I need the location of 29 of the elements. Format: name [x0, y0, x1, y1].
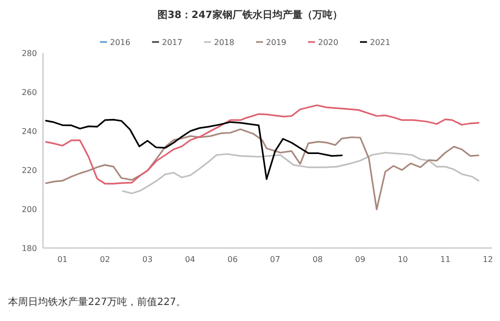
text: 本周日均铁水产量227万吨，前值227。 [8, 296, 186, 308]
x-tick-label: 04 [184, 255, 196, 264]
x-tick-label: 10 [398, 255, 408, 264]
y-tick-label: 260 [22, 88, 37, 97]
line-series [45, 128, 480, 210]
legend-label: 2021 [370, 38, 390, 47]
x-tick-label: 12 [482, 255, 493, 264]
legend-label: 2017 [162, 38, 182, 47]
y-tick-label: 180 [22, 244, 37, 253]
x-tick-label: 09 [355, 255, 366, 264]
legend-label: 2019 [266, 38, 286, 47]
line-series [45, 118, 343, 180]
x-tick-label: 06 [228, 255, 238, 264]
x-tick-label: 11 [440, 255, 450, 264]
x-tick-label: 07 [270, 255, 280, 264]
legend-label: 2018 [214, 38, 234, 47]
y-tick-label: 200 [22, 205, 37, 214]
legend-label: 2016 [110, 38, 130, 47]
line-series [122, 152, 480, 194]
y-tick-label: 240 [22, 127, 37, 136]
y-tick-label: 280 [22, 49, 37, 58]
chart-title: 图38：247家钢厂铁水日均产量（万吨） [158, 9, 342, 21]
x-tick-label: 08 [312, 255, 323, 264]
line-series [45, 104, 480, 184]
x-tick-label: 02 [100, 255, 110, 264]
x-tick-label: 01 [57, 255, 68, 264]
legend-label: 2020 [318, 38, 338, 47]
x-tick-label: 03 [142, 255, 153, 264]
y-tick-label: 220 [22, 166, 37, 175]
